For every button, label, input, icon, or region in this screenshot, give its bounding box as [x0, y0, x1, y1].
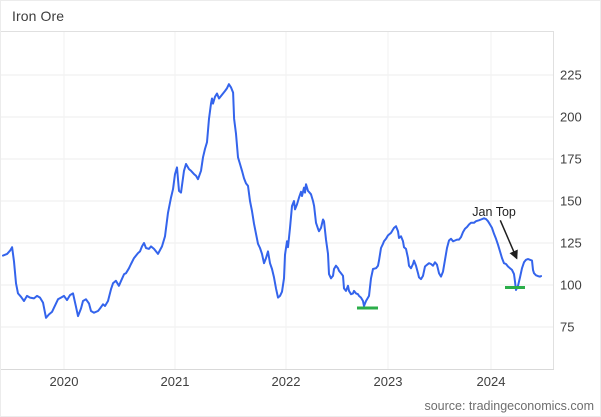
y-axis-tick-label: 150	[560, 194, 582, 209]
x-axis-tick-label: 2024	[477, 374, 506, 389]
y-axis-tick-label: 225	[560, 68, 582, 83]
annotation-jan-top-label: Jan Top	[472, 205, 516, 219]
x-axis-tick-label: 2021	[161, 374, 190, 389]
chart-title: Iron Ore	[12, 8, 65, 24]
x-axis-tick-label: 2022	[272, 374, 301, 389]
x-axis-tick-label: 2020	[50, 374, 79, 389]
price-line[interactable]	[2, 83, 542, 319]
x-axis-tick-label: 2023	[374, 374, 403, 389]
y-axis-tick-label: 75	[560, 320, 574, 335]
y-axis-tick-label: 100	[560, 278, 582, 293]
y-axis-tick-label: 200	[560, 110, 582, 125]
annotation-arrow	[499, 220, 518, 260]
y-axis-tick-label: 125	[560, 236, 582, 251]
source-credit: source: tradingeconomics.com	[424, 399, 594, 413]
y-axis-tick-label: 175	[560, 152, 582, 167]
